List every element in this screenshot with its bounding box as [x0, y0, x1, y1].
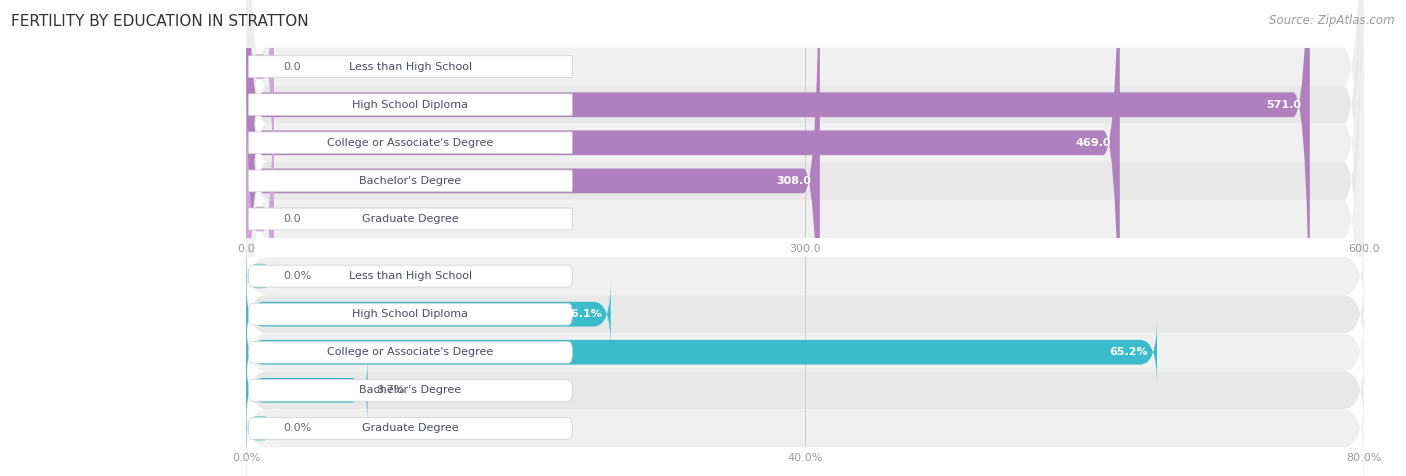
FancyBboxPatch shape — [249, 265, 572, 287]
FancyBboxPatch shape — [246, 3, 274, 435]
Text: FERTILITY BY EDUCATION IN STRATTON: FERTILITY BY EDUCATION IN STRATTON — [11, 14, 309, 30]
FancyBboxPatch shape — [249, 303, 572, 325]
FancyBboxPatch shape — [246, 0, 274, 283]
Text: 308.0: 308.0 — [776, 176, 811, 186]
FancyBboxPatch shape — [246, 0, 1364, 476]
Text: Bachelor's Degree: Bachelor's Degree — [360, 176, 461, 186]
Text: 0.0: 0.0 — [283, 214, 301, 224]
FancyBboxPatch shape — [246, 0, 1364, 476]
FancyBboxPatch shape — [246, 0, 1364, 476]
FancyBboxPatch shape — [246, 258, 274, 294]
Text: Bachelor's Degree: Bachelor's Degree — [360, 385, 461, 396]
Text: Graduate Degree: Graduate Degree — [363, 214, 458, 224]
Text: 0.0%: 0.0% — [283, 271, 311, 281]
FancyBboxPatch shape — [249, 341, 572, 363]
FancyBboxPatch shape — [246, 0, 1364, 459]
Text: 65.2%: 65.2% — [1109, 347, 1149, 357]
FancyBboxPatch shape — [249, 379, 572, 401]
FancyBboxPatch shape — [249, 56, 572, 78]
FancyBboxPatch shape — [246, 317, 1364, 388]
Text: High School Diploma: High School Diploma — [353, 309, 468, 319]
FancyBboxPatch shape — [246, 319, 1157, 386]
FancyBboxPatch shape — [246, 278, 1364, 350]
FancyBboxPatch shape — [246, 393, 1364, 464]
Text: College or Associate's Degree: College or Associate's Degree — [328, 347, 494, 357]
FancyBboxPatch shape — [246, 240, 1364, 312]
FancyBboxPatch shape — [246, 355, 1364, 426]
FancyBboxPatch shape — [249, 417, 572, 439]
Text: Less than High School: Less than High School — [349, 271, 472, 281]
FancyBboxPatch shape — [246, 281, 610, 347]
FancyBboxPatch shape — [249, 208, 572, 230]
Text: 0.0%: 0.0% — [283, 423, 311, 434]
FancyBboxPatch shape — [249, 94, 572, 116]
Text: 8.7%: 8.7% — [377, 385, 405, 396]
FancyBboxPatch shape — [246, 410, 274, 446]
FancyBboxPatch shape — [246, 0, 1310, 435]
Text: 0.0: 0.0 — [283, 61, 301, 72]
FancyBboxPatch shape — [246, 0, 1364, 476]
FancyBboxPatch shape — [246, 0, 1119, 473]
Text: Less than High School: Less than High School — [349, 61, 472, 72]
Text: Graduate Degree: Graduate Degree — [363, 423, 458, 434]
FancyBboxPatch shape — [246, 0, 820, 476]
FancyBboxPatch shape — [246, 357, 367, 424]
Text: 571.0: 571.0 — [1265, 99, 1301, 110]
FancyBboxPatch shape — [249, 170, 572, 192]
Text: 26.1%: 26.1% — [562, 309, 602, 319]
Text: 469.0: 469.0 — [1076, 138, 1111, 148]
Text: College or Associate's Degree: College or Associate's Degree — [328, 138, 494, 148]
FancyBboxPatch shape — [249, 132, 572, 154]
Text: Source: ZipAtlas.com: Source: ZipAtlas.com — [1270, 14, 1395, 27]
Text: High School Diploma: High School Diploma — [353, 99, 468, 110]
